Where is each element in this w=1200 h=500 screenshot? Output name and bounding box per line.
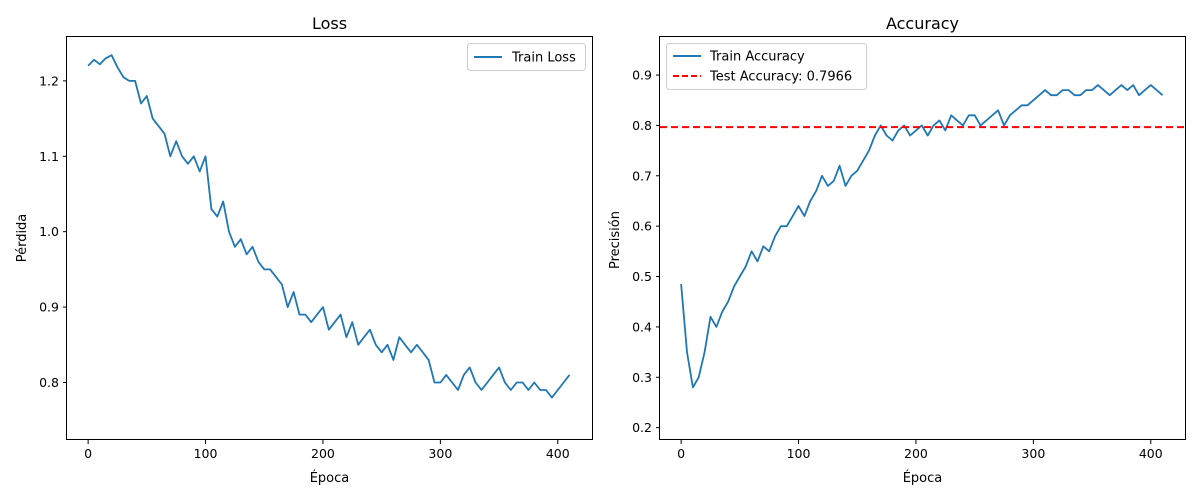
loss-y-ticks: 0.8 0.9 1.0 1.1 1.2: [39, 73, 67, 390]
accuracy-y-axis-label: Precisión: [608, 211, 623, 269]
accuracy-x-tick-label: 400: [1139, 446, 1163, 461]
accuracy-chart: 0 100 200 300 400 0.2 0.3 0.4 0.5 0.6 0.7 0.8 0.9 A…: [608, 14, 1186, 486]
loss-x-tick-label: 400: [546, 446, 570, 461]
loss-y-axis-label: Pérdida: [15, 214, 30, 263]
loss-y-tick-label: 0.9: [39, 300, 59, 315]
accuracy-y-tick-label: 0.6: [632, 219, 652, 234]
accuracy-x-axis-label: Época: [903, 470, 943, 486]
accuracy-plot-frame: [659, 36, 1186, 440]
loss-x-ticks: 0 100 200 300 400: [84, 440, 570, 461]
loss-legend-label: Train Loss: [511, 51, 576, 66]
loss-y-tick-label: 1.2: [39, 73, 59, 88]
accuracy-chart-title: Accuracy: [886, 14, 959, 33]
loss-legend-box: [467, 43, 586, 71]
loss-series-line-0: [87, 54, 571, 399]
accuracy-legend-label-train: Train Accuracy: [709, 50, 805, 65]
accuracy-y-tick-label: 0.3: [632, 370, 652, 385]
accuracy-x-tick-label: 100: [787, 446, 811, 461]
accuracy-legend: Train Accuracy Test Accuracy: 0.7966: [666, 43, 867, 90]
accuracy-y-tick-label: 0.8: [632, 118, 652, 133]
accuracy-x-tick-label: 300: [1021, 446, 1045, 461]
loss-y-tick-label: 1.1: [39, 149, 59, 164]
accuracy-x-tick-label: 0: [677, 446, 685, 461]
loss-y-tick-label: 0.8: [39, 375, 59, 390]
loss-x-tick-label: 100: [194, 446, 218, 461]
loss-plot-frame: [66, 36, 593, 440]
accuracy-y-tick-label: 0.7: [632, 168, 652, 183]
accuracy-plot-lines: [660, 84, 1186, 389]
accuracy-legend-label-test: Test Accuracy: 0.7966: [709, 70, 852, 85]
loss-chart: 0 100 200 300 400 0.8 0.9 1.0 1.1 1.2 Loss Época…: [15, 14, 593, 486]
accuracy-y-tick-label: 0.9: [632, 68, 652, 83]
loss-x-tick-label: 200: [311, 446, 335, 461]
loss-x-tick-label: 300: [428, 446, 452, 461]
accuracy-y-ticks: 0.2 0.3 0.4 0.5 0.6 0.7 0.8 0.9: [632, 68, 660, 435]
loss-x-tick-label: 0: [84, 446, 92, 461]
accuracy-y-tick-label: 0.4: [632, 319, 652, 334]
accuracy-y-tick-label: 0.2: [632, 420, 652, 435]
loss-y-tick-label: 1.0: [39, 224, 59, 239]
loss-plot-lines: [87, 54, 571, 399]
accuracy-x-tick-label: 200: [904, 446, 928, 461]
accuracy-y-tick-label: 0.5: [632, 269, 652, 284]
loss-x-axis-label: Época: [310, 470, 350, 486]
loss-legend: Train Loss: [467, 43, 586, 71]
loss-chart-title: Loss: [312, 14, 347, 33]
accuracy-x-ticks: 0 100 200 300 400: [677, 440, 1163, 461]
accuracy-legend-box: [666, 43, 867, 90]
accuracy-series-line-0: [680, 84, 1164, 389]
